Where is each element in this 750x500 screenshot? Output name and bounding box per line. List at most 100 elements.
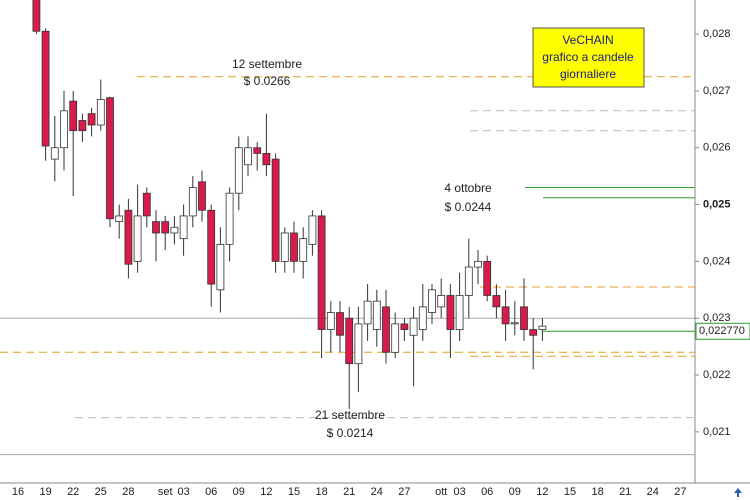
candle-body (492, 295, 501, 308)
x-tick-label: 03 (453, 486, 465, 498)
candle-body (124, 209, 133, 265)
y-tick-label: 0,023 (703, 312, 731, 324)
candle-body (280, 232, 289, 262)
candle-body (32, 0, 41, 32)
candle-body (207, 209, 216, 285)
x-tick-label: ott (435, 486, 447, 498)
y-tick-label: 0,026 (703, 142, 731, 154)
candle-body (170, 226, 179, 234)
candle-body (474, 260, 482, 268)
x-tick-label: 18 (591, 486, 603, 498)
candle-body (400, 323, 409, 330)
candle-body (271, 158, 280, 262)
candle-body (326, 312, 335, 330)
candle-body (96, 99, 105, 126)
candle-body (142, 192, 151, 217)
levels (0, 76, 695, 456)
candle-body (336, 312, 344, 336)
candle-body (372, 300, 381, 330)
x-tick-label: 25 (95, 486, 107, 498)
candle-body (253, 147, 262, 154)
annotation-price: $ 0.0244 (445, 200, 492, 214)
x-tick-label: 12 (536, 486, 548, 498)
last-price-box (695, 322, 750, 340)
annotation-date: 12 settembre (232, 57, 302, 71)
x-tick-label: 06 (205, 486, 217, 498)
candle-body (69, 100, 78, 132)
candle-body (317, 215, 326, 330)
candle-body (262, 153, 271, 166)
y-tick-label: 0,028 (703, 28, 731, 40)
candle-body (41, 30, 50, 147)
x-tick-label: 22 (67, 486, 79, 498)
y-tick-label: 0,022 (703, 369, 731, 381)
candle-body (60, 110, 68, 149)
x-tick-label: 21 (343, 486, 355, 498)
candle-body (345, 317, 354, 365)
candle-body (290, 232, 298, 262)
candle-body (299, 238, 308, 262)
candle-body (437, 295, 446, 308)
candle-body (483, 260, 492, 296)
annotation-date: 21 settembre (315, 408, 385, 422)
annotation-date: 4 ottobre (444, 181, 492, 195)
candle-body (152, 221, 160, 234)
candle-body (115, 215, 124, 223)
y-tick-label: 0,025 (703, 198, 731, 210)
candle-body (455, 295, 464, 330)
x-tick-label: 24 (371, 486, 383, 498)
title-line: grafico a candele (542, 50, 634, 64)
candle-body (198, 181, 206, 211)
x-tick-label: 15 (288, 486, 300, 498)
title-line: giornaliere (560, 67, 616, 81)
candle-body (308, 215, 317, 245)
x-tick-label: 16 (12, 486, 24, 498)
candle-body (529, 329, 538, 336)
x-tick-label: 19 (39, 486, 51, 498)
candle-body (161, 221, 170, 234)
candle-body (391, 323, 400, 353)
candle-body (179, 215, 188, 240)
x-tick-label: 27 (398, 486, 410, 498)
candle-body (409, 317, 418, 336)
x-tick-label: 03 (177, 486, 189, 498)
x-tick-label: 09 (509, 486, 521, 498)
axes: 0,021 0,022 0,023 0,024 0,025 0,026 0,027 0,028… (12, 28, 750, 498)
y-tick-label: 0,021 (703, 426, 731, 438)
candle-body (225, 192, 234, 245)
y-tick-label: 0,024 (703, 255, 731, 267)
x-tick-label: set (158, 486, 173, 498)
candle-body (216, 243, 225, 291)
x-tick-label: 28 (122, 486, 134, 498)
x-tick-label: 21 (619, 486, 631, 498)
candle-body (50, 147, 59, 160)
candle-body (363, 300, 372, 325)
candle-body (87, 113, 96, 126)
x-tick-label: 15 (564, 486, 576, 498)
candles (32, 0, 547, 410)
candle-body (520, 306, 528, 330)
annotation-price: $ 0.0214 (327, 426, 374, 440)
candle-body (464, 266, 473, 296)
scroll-icon[interactable] (734, 488, 742, 497)
annotation-price: $ 0.0266 (244, 74, 291, 88)
candle-body (78, 120, 87, 132)
last-price-label: 0,022770 (699, 325, 745, 337)
candle-body (446, 295, 455, 330)
candle-body (234, 147, 243, 194)
x-tick-label: 12 (260, 486, 272, 498)
x-tick-label: 18 (315, 486, 327, 498)
title-box (532, 27, 645, 88)
candle-body (244, 147, 252, 166)
y-tick-label: 0,027 (703, 85, 731, 97)
candle-body (188, 187, 197, 217)
x-tick-label: 09 (233, 486, 245, 498)
candle-body (510, 322, 519, 325)
candle-body (354, 323, 363, 365)
candle-body (382, 306, 390, 353)
candle-body (418, 306, 427, 330)
title-line: VeCHAIN (562, 33, 613, 47)
x-tick-label: 24 (647, 486, 659, 498)
candle-body (428, 289, 436, 313)
